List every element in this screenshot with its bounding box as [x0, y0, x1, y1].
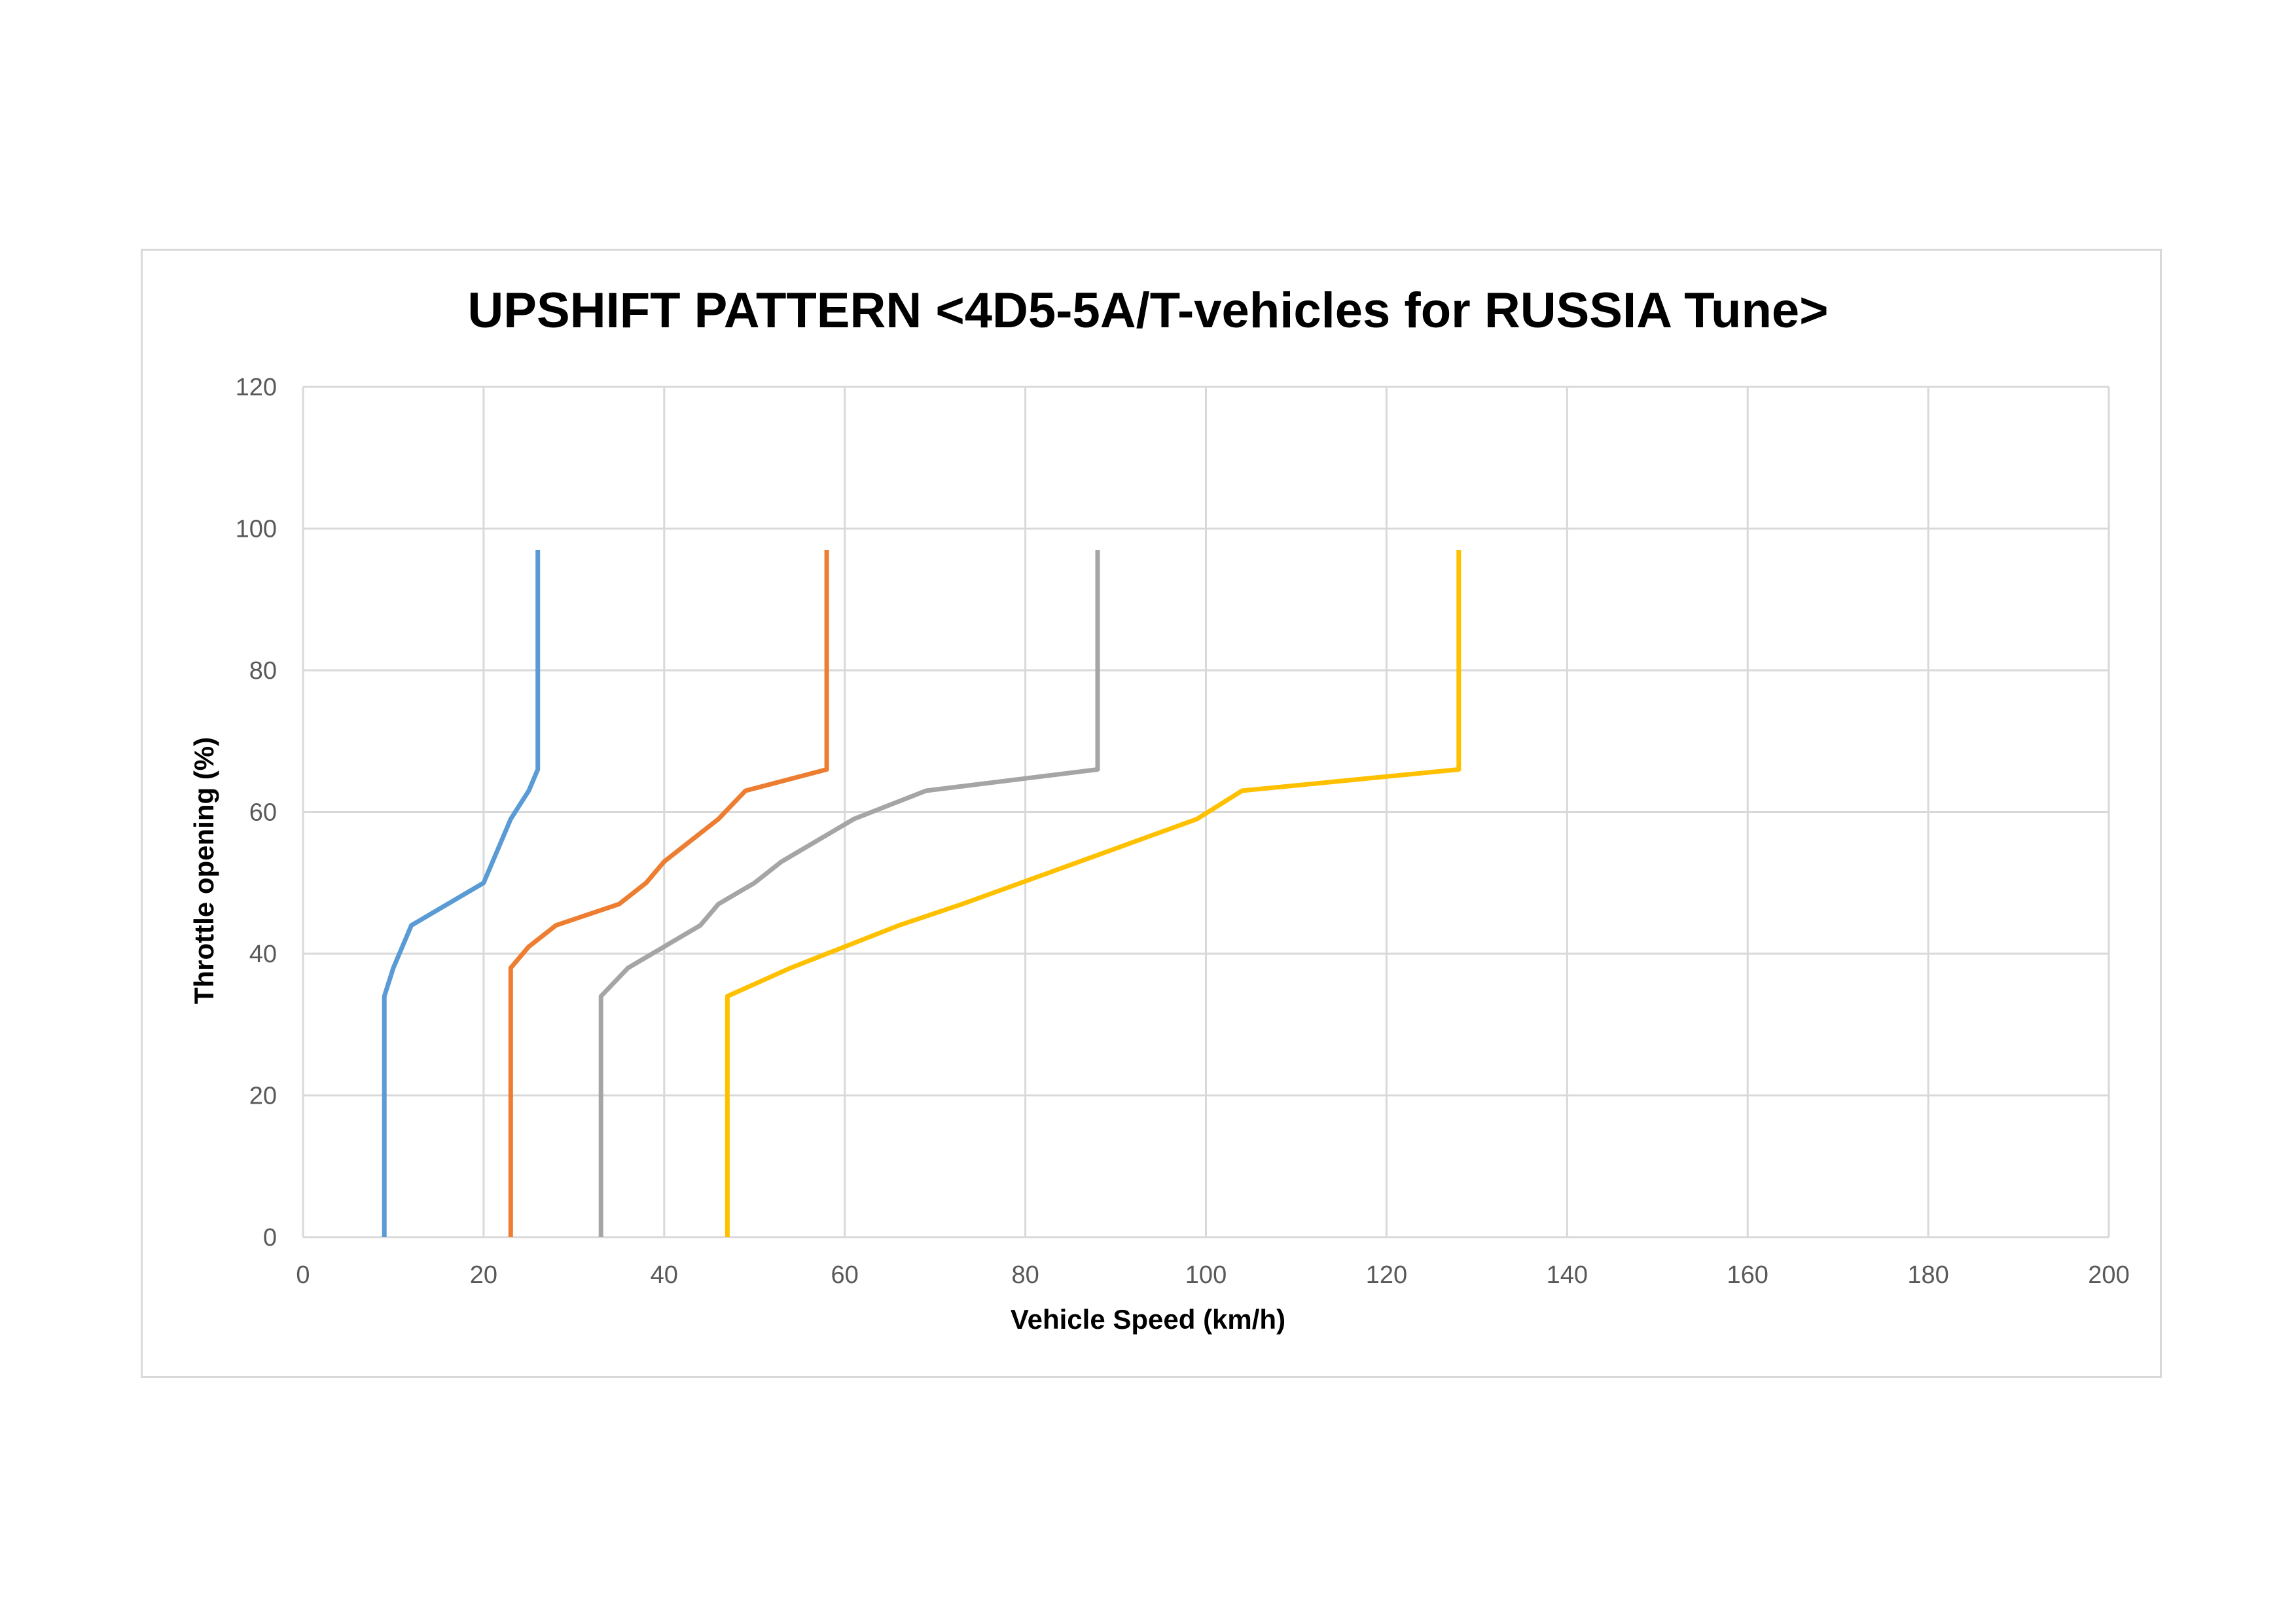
- y-tick-label: 80: [249, 657, 277, 685]
- x-axis-title: Vehicle Speed (km/h): [1011, 1304, 1285, 1335]
- series-line-2: [508, 550, 829, 1237]
- y-axis-title: Throttle opening (%): [188, 737, 219, 1004]
- y-tick-label: 120: [236, 374, 277, 401]
- y-tick-label: 20: [249, 1083, 277, 1110]
- series-line-4: [725, 550, 1462, 1237]
- x-tick-label: 60: [831, 1261, 859, 1289]
- chart-title: UPSHIFT PATTERN <4D5-5A/T-vehicles for R…: [467, 283, 1828, 338]
- grid: [302, 386, 2110, 1238]
- x-tick-label: 80: [1011, 1261, 1039, 1289]
- x-tick-label: 40: [651, 1261, 678, 1289]
- x-tick-label: 120: [1366, 1261, 1407, 1289]
- x-tick-label: 160: [1727, 1261, 1768, 1289]
- series-lines: [382, 550, 1462, 1237]
- y-tick-label: 60: [249, 799, 277, 827]
- x-tick-label: 20: [470, 1261, 497, 1289]
- y-tick-label: 0: [263, 1224, 277, 1252]
- x-tick-label: 0: [296, 1261, 310, 1289]
- x-tick-label: 200: [2088, 1261, 2129, 1289]
- tick-labels: 0 20 40 60 80 100 120 0 20 40 60 80 100 120 140 160 180 2…: [236, 374, 2130, 1289]
- x-tick-label: 100: [1185, 1261, 1227, 1289]
- x-tick-label: 180: [1907, 1261, 1948, 1289]
- y-tick-label: 40: [249, 941, 277, 968]
- chart-area: [141, 249, 2162, 1378]
- x-tick-label: 140: [1547, 1261, 1588, 1289]
- y-tick-label: 100: [236, 516, 277, 543]
- series-line-1: [382, 550, 541, 1237]
- series-line-3: [598, 550, 1100, 1237]
